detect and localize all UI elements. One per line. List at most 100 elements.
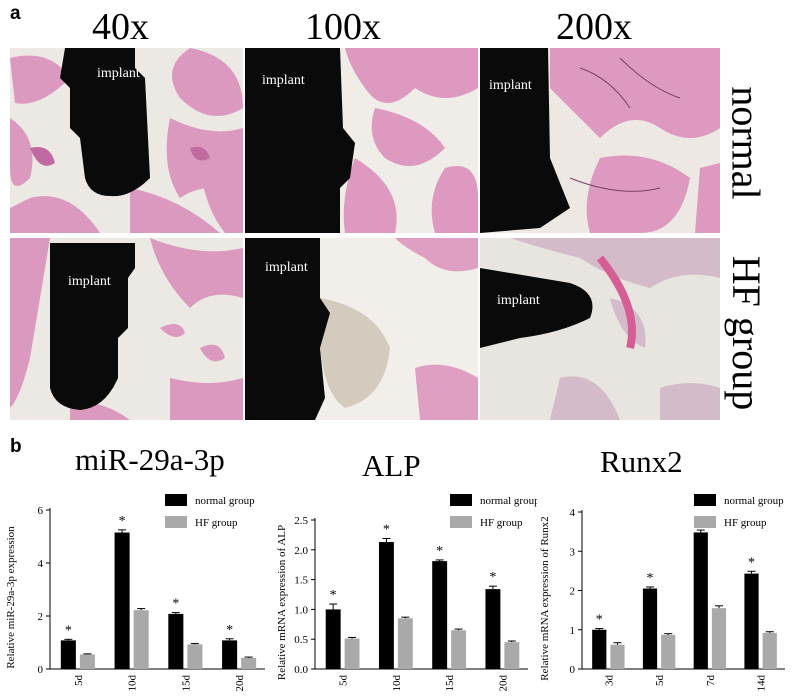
significance-star: * (172, 597, 179, 612)
row-label-normal: normal (724, 86, 769, 200)
legend-label: normal group (195, 495, 255, 507)
bar (693, 532, 708, 669)
bar-chart-runx2: 0 1 2 3 4 Relative mRNA expression of Runx2 * 3… (539, 494, 785, 692)
significance-star: * (330, 588, 337, 603)
chart-title-mir29a: miR-29a-3p (75, 442, 225, 477)
y-tick-label: 2 (38, 611, 44, 623)
x-tick-label: 3d (603, 675, 615, 687)
y-tick-label: 2 (570, 586, 576, 598)
magnification-200x: 200x (556, 6, 632, 48)
bar (592, 629, 607, 669)
y-tick-label: 1.5 (294, 575, 308, 587)
y-tick-label: 0 (570, 664, 576, 676)
bar (744, 573, 759, 669)
bar (168, 613, 184, 669)
implant-label: implant (489, 78, 532, 93)
bar (187, 644, 203, 669)
bar (504, 642, 520, 669)
significance-star: * (119, 514, 126, 529)
y-axis-label: Relative mRNA expression of Runx2 (539, 516, 551, 680)
row-label-hf-group: HF group (724, 255, 770, 411)
x-tick-label: 5d (338, 675, 350, 687)
y-tick-label: 3 (570, 546, 576, 558)
bar (222, 640, 238, 669)
histology-normal-40x: implant (10, 48, 243, 233)
row-label-hf-wrap: HF group (720, 238, 772, 428)
legend-label: HF group (724, 517, 767, 529)
bar (661, 634, 676, 669)
legend-label: normal group (724, 495, 784, 507)
legend-label: HF group (195, 517, 238, 529)
histology-normal-100x: implant (245, 48, 478, 233)
chart-title-alp: ALP (362, 448, 421, 483)
bar (397, 618, 413, 669)
y-axis-label: Relative mRNA expression of ALP (276, 525, 288, 680)
bar (451, 630, 467, 669)
implant-label: implant (97, 66, 140, 81)
bar-chart-mir29a: 0 2 4 6 Relative miR-29a-3p expression * 5d * 10… (5, 494, 265, 692)
row-label-normal-wrap: normal (720, 48, 772, 238)
histology-normal-200x: implant (480, 48, 720, 233)
x-tick-label: 5d (73, 675, 85, 687)
y-tick-label: 1.0 (294, 604, 308, 616)
significance-star: * (383, 522, 390, 537)
bar (432, 561, 448, 669)
chart-title-runx2: Runx2 (600, 444, 683, 479)
y-tick-label: 2.0 (294, 545, 308, 557)
panel-b-letter: b (10, 436, 22, 457)
significance-star: * (65, 623, 72, 638)
y-tick-label: 0.5 (294, 634, 308, 646)
significance-star: * (489, 570, 496, 585)
x-tick-label: 20d (497, 675, 509, 692)
y-tick-label: 6 (38, 505, 44, 517)
bar (711, 608, 727, 669)
y-tick-label: 0 (38, 664, 44, 676)
histology-hf-40x: implant (10, 238, 243, 420)
bar (325, 609, 341, 669)
bar (60, 640, 76, 669)
histology-hf-100x: implant (245, 238, 478, 420)
legend-swatch (165, 516, 187, 528)
significance-star: * (596, 613, 603, 628)
bar-chart-alp: 0.0 0.5 1.0 1.5 2.0 2.5 Relative mRNA expressi… (276, 494, 537, 692)
bar (642, 588, 658, 669)
significance-star: * (436, 544, 443, 559)
legend-label: normal group (480, 495, 537, 507)
x-tick-label: 15d (444, 675, 456, 692)
bar (114, 532, 130, 669)
legend-swatch (694, 494, 716, 506)
implant-label: implant (262, 73, 305, 88)
legend-swatch (694, 516, 716, 528)
y-tick-label: 4 (38, 558, 44, 570)
legend-swatch (450, 516, 472, 528)
x-tick-label: 15d (180, 675, 192, 692)
histology-hf-200x: implant (480, 238, 720, 420)
x-tick-label: 20d (234, 675, 246, 692)
bar (378, 542, 394, 669)
y-tick-label: 4 (570, 507, 576, 519)
implant-label: implant (265, 260, 308, 275)
implant-label: implant (68, 274, 111, 289)
y-axis-label: Relative miR-29a-3p expression (5, 526, 17, 669)
bar (133, 610, 149, 669)
bar (344, 638, 360, 669)
y-tick-label: 0.0 (294, 664, 308, 676)
bar (762, 632, 777, 669)
x-tick-label: 10d (391, 675, 403, 692)
bar (610, 644, 625, 669)
significance-star: * (226, 623, 233, 638)
legend-swatch (450, 494, 472, 506)
bar (241, 657, 257, 669)
significance-star: * (647, 571, 654, 586)
magnification-100x: 100x (305, 6, 381, 48)
x-tick-label: 10d (127, 675, 139, 692)
bar (79, 654, 95, 669)
significance-star: * (748, 555, 755, 570)
implant-label: implant (497, 293, 540, 308)
y-tick-label: 2.5 (294, 515, 308, 527)
panel-a-letter: a (10, 3, 21, 24)
legend-swatch (165, 494, 187, 506)
bar (485, 589, 501, 669)
x-tick-label: 5d (654, 675, 666, 687)
y-tick-label: 1 (570, 625, 576, 637)
